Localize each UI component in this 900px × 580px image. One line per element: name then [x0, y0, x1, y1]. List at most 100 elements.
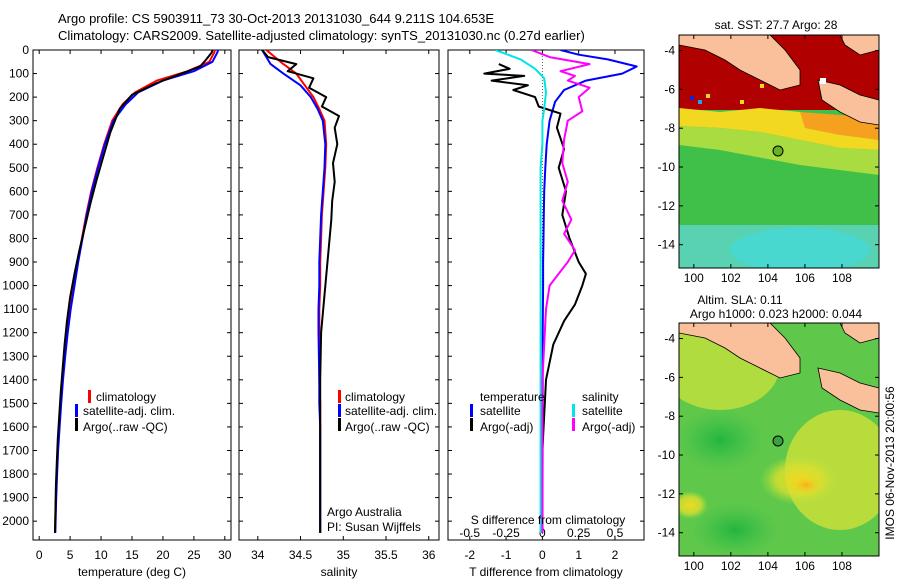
legend-s-satellite: satellite	[582, 404, 623, 418]
y-tick-label: 1700	[2, 443, 29, 457]
map-y-tick-label: -14	[658, 526, 676, 540]
legend-swatch-argo	[338, 418, 341, 431]
series-satellite-adj-clim	[54, 50, 219, 533]
temperature-plot: 0100200300400500600700800900100011001200…	[2, 43, 232, 562]
legend-title-temperature: temperature	[480, 390, 545, 404]
map-x-tick-label: 102	[721, 271, 741, 285]
legend-satellite: satellite-adj. clim.	[345, 404, 437, 418]
difference-legend: temperature satellite Argo(-adj) salinit…	[470, 390, 635, 434]
map-y-tick-label: -4	[664, 332, 675, 346]
x-tick-label: 34	[251, 548, 265, 562]
map-x-tick-label: 106	[795, 559, 815, 573]
legend-swatch-argo	[75, 418, 78, 431]
x-tick-label: 30	[218, 548, 232, 562]
sst-pixel	[760, 84, 764, 88]
series-argo-raw-qc	[54, 50, 214, 533]
x-top-tick-label: -0.25	[492, 526, 520, 540]
sla-yellow-patch	[679, 491, 708, 519]
x-tick-label: -1	[501, 548, 512, 562]
y-tick-label: 500	[9, 161, 29, 175]
sst-map-frame	[678, 34, 880, 269]
legend-swatch-satellite	[75, 404, 78, 417]
y-tick-label: 1400	[2, 373, 29, 387]
temperature-xlabel: temperature (deg C)	[78, 565, 186, 579]
legend-climatology: climatology	[96, 390, 156, 404]
y-tick-label: 1600	[2, 420, 29, 434]
series-climatology	[54, 50, 216, 533]
salinity-legend: climatology satellite-adj. clim. Argo(..…	[338, 390, 437, 434]
sst-pixel	[690, 96, 694, 100]
difference-xlabel: T difference from climatology	[469, 565, 623, 579]
y-tick-label: 1200	[2, 326, 29, 340]
sst-map-title: sat. SST: 27.7 Argo: 28	[715, 18, 838, 32]
temperature-panel-frame	[32, 49, 232, 541]
sst-pixel	[698, 100, 702, 104]
y-tick-label: 2000	[2, 514, 29, 528]
map-x-tick-label: 102	[721, 559, 741, 573]
sst-cyan-patch	[730, 228, 870, 268]
argo-australia-label: Argo Australia	[327, 505, 402, 519]
pi-label: PI: Susan Wijffels	[327, 520, 421, 534]
series-group	[261, 50, 340, 533]
legend-swatch-t-satellite	[470, 404, 473, 417]
x-top-tick-label: 0.5	[607, 526, 624, 540]
y-tick-label: 800	[9, 231, 29, 245]
map-x-tick-label: 104	[758, 271, 778, 285]
legend-swatch-satellite	[338, 404, 341, 417]
y-tick-label: 700	[9, 208, 29, 222]
legend-swatch-climatology	[338, 390, 341, 403]
x-top-tick-label: 0.25	[567, 526, 591, 540]
sst-pixel	[706, 94, 710, 98]
map-y-tick-label: -12	[658, 199, 676, 213]
map-y-tick-label: -10	[658, 448, 676, 462]
sla-map-frame	[678, 322, 880, 557]
series-salinity-satellite	[494, 50, 547, 533]
legend-satellite: satellite-adj. clim.	[83, 404, 175, 418]
x-tick-label: 34.5	[289, 548, 313, 562]
sla-land-borneo	[839, 323, 879, 344]
y-tick-label: 100	[9, 67, 29, 81]
map-y-tick-label: -12	[658, 487, 676, 501]
x-tick-label: 2	[612, 548, 619, 562]
series-climatology	[265, 50, 328, 533]
y-tick-label: 1000	[2, 279, 29, 293]
y-tick-label: 300	[9, 114, 29, 128]
difference-panel-frame	[447, 49, 645, 541]
x-tick-label: 35	[337, 548, 351, 562]
map-x-tick-label: 104	[758, 559, 778, 573]
y-tick-label: 0	[22, 43, 29, 57]
sst-land-sumatra	[679, 35, 801, 91]
map-y-tick-label: -8	[664, 121, 675, 135]
x-tick-label: 0	[539, 548, 546, 562]
sla-dark-green-patch	[690, 502, 780, 556]
y-tick-label: 200	[9, 90, 29, 104]
x-tick-label: 15	[125, 548, 139, 562]
salinity-panel-frame	[238, 49, 440, 541]
sla-map-title: Altim. SLA: 0.11	[697, 293, 782, 307]
y-tick-label: 1800	[2, 467, 29, 481]
y-tick-label: 400	[9, 137, 29, 151]
salinity-plot: 34 34.5 35 35.5 36	[239, 49, 439, 562]
series-argo-adj	[483, 63, 587, 533]
legend-t-satellite: satellite	[480, 404, 521, 418]
series-satellite	[541, 50, 638, 533]
sla-orange-patch	[790, 475, 822, 495]
temperature-legend: climatology satellite-adj. clim. Argo(..…	[75, 390, 175, 434]
legend-s-argo: Argo(-adj)	[582, 420, 635, 434]
y-tick-label: 1900	[2, 491, 29, 505]
map-y-tick-label: -14	[658, 238, 676, 252]
x-tick-label: 36	[422, 548, 436, 562]
series-argo-raw-qc	[261, 50, 340, 533]
sst-land-borneo	[839, 35, 879, 56]
legend-swatch-climatology	[88, 390, 91, 403]
sst-pixel	[740, 100, 744, 104]
x-tick-label: 20	[156, 548, 170, 562]
sst-argo-marker	[772, 145, 784, 157]
map-y-tick-label: -6	[664, 370, 675, 384]
sst-map	[679, 35, 879, 268]
sst-land-java	[817, 79, 879, 126]
sla-argo-marker	[772, 435, 784, 447]
x-top-tick-label: -0.5	[459, 526, 480, 540]
series-satellite-adj-clim	[261, 50, 327, 533]
